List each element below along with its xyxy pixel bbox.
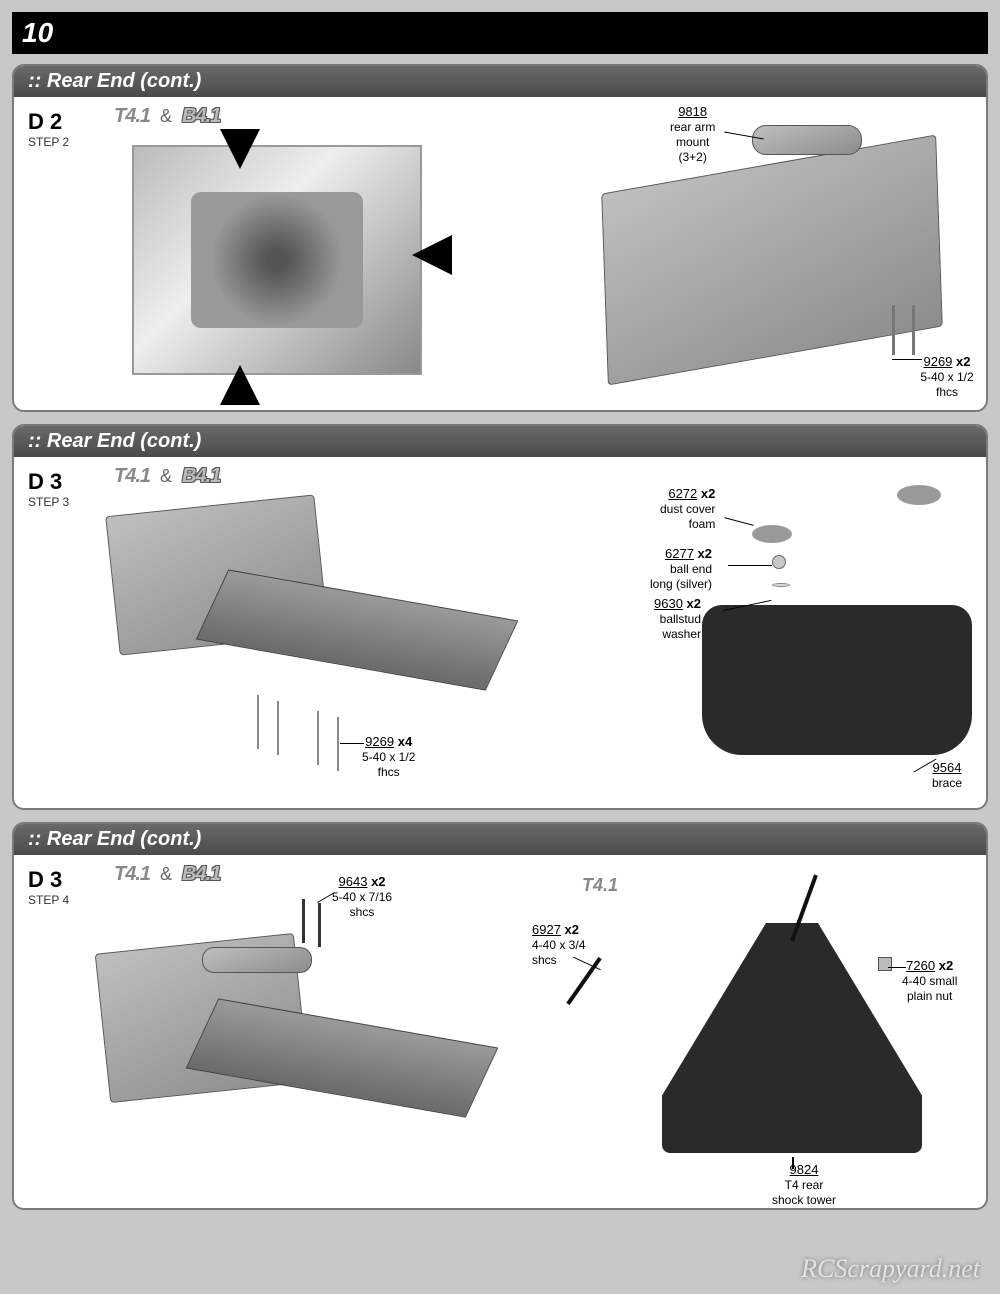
step-code: D 3: [28, 867, 96, 893]
model-badge-t-small: T4.1: [582, 875, 618, 896]
callout-line: [892, 359, 922, 360]
section-title: :: Rear End (cont.): [14, 66, 986, 97]
rear-arm-mount-illustration: [752, 125, 862, 155]
callout-line: [728, 565, 772, 566]
callout-line: [792, 1157, 794, 1169]
part-qty: x4: [398, 734, 412, 749]
part-number: 6277: [665, 546, 694, 561]
step-label: STEP 3: [28, 495, 96, 509]
part-desc: ballstudwasher: [660, 612, 701, 641]
suspension-arms-illustration: [186, 998, 499, 1117]
step-code: D 3: [28, 469, 96, 495]
section-d3-step4: :: Rear End (cont.) D 3 STEP 4 T4.1 & B4…: [12, 822, 988, 1210]
callout-7260: 7260 x2 4-40 smallplain nut: [902, 959, 957, 1004]
part-qty: x2: [687, 596, 701, 611]
part-desc: brace: [932, 776, 962, 790]
callout-9643: 9643 x2 5-40 x 7/16shcs: [332, 875, 392, 920]
callout-9630: 9630 x2 ballstudwasher: [654, 597, 701, 642]
arrow-icon: [412, 235, 452, 275]
arrow-icon: [220, 365, 260, 405]
callout-9564: 9564 brace: [932, 761, 962, 791]
part-desc: T4 rearshock tower: [772, 1178, 836, 1207]
step-box: D 3 STEP 4: [22, 863, 102, 1143]
part-number: 7260: [906, 958, 935, 973]
foam-disc-illustration: [897, 485, 941, 505]
part-desc: 5-40 x 1/2fhcs: [362, 750, 415, 779]
callout-9269: 9269 x4 5-40 x 1/2fhcs: [362, 735, 415, 780]
arrow-icon: [220, 129, 260, 169]
callout-line: [888, 967, 906, 968]
screw-illustration: [892, 305, 895, 355]
watermark-text: RCScrapyard.net: [801, 1254, 980, 1284]
part-desc: rear armmount(3+2): [670, 120, 715, 164]
part-qty: x2: [698, 546, 712, 561]
callout-line: [724, 517, 753, 526]
part-qty: x2: [956, 354, 970, 369]
part-desc: 4-40 smallplain nut: [902, 974, 957, 1003]
callout-6272: 6272 x2 dust coverfoam: [660, 487, 715, 532]
part-number: 9269: [365, 734, 394, 749]
assembly-photo: [132, 145, 422, 375]
suspension-arms-illustration: [196, 569, 519, 690]
callout-9824: 9824 T4 rearshock tower: [772, 1163, 836, 1208]
washer-illustration: [772, 583, 790, 587]
part-number: 9269: [923, 354, 952, 369]
section-d2: :: Rear End (cont.) D 2 STEP 2 T4.1 & B4…: [12, 64, 988, 412]
part-desc: ball endlong (silver): [650, 562, 712, 591]
section-title: :: Rear End (cont.): [14, 824, 986, 855]
diagram-d3s3: 9269 x4 5-40 x 1/2fhcs 6272 x2 dust cove…: [102, 465, 978, 745]
step-label: STEP 2: [28, 135, 96, 149]
step-box: D 2 STEP 2: [22, 105, 102, 385]
callout-6277: 6277 x2 ball endlong (silver): [650, 547, 712, 592]
callout-line: [340, 743, 364, 744]
screw-illustration: [337, 717, 339, 771]
nut-illustration: [878, 957, 892, 971]
part-desc: 5-40 x 7/16shcs: [332, 890, 392, 919]
part-qty: x2: [565, 922, 579, 937]
step-label: STEP 4: [28, 893, 96, 907]
part-desc: dust coverfoam: [660, 502, 715, 531]
screw-illustration: [912, 305, 915, 355]
foam-disc-illustration: [752, 525, 792, 543]
part-number: 9564: [933, 760, 962, 775]
part-desc: 4-40 x 3/4shcs: [532, 938, 585, 967]
section-d3-step3: :: Rear End (cont.) D 3 STEP 3 T4.1 & B4…: [12, 424, 988, 810]
part-qty: x2: [939, 958, 953, 973]
page-number: 10: [22, 17, 53, 49]
callout-9818: 9818 rear armmount(3+2): [670, 105, 715, 165]
screw-illustration: [257, 695, 259, 749]
part-number: 9818: [678, 104, 707, 119]
mount-bracket-illustration: [202, 947, 312, 973]
ball-end-illustration: [772, 555, 786, 569]
screw-illustration: [317, 711, 319, 765]
part-qty: x2: [701, 486, 715, 501]
part-number: 9630: [654, 596, 683, 611]
part-qty: x2: [371, 874, 385, 889]
section-title: :: Rear End (cont.): [14, 426, 986, 457]
brace-illustration: [702, 605, 972, 755]
part-number: 6927: [532, 922, 561, 937]
part-number: 6272: [668, 486, 697, 501]
diagram-d2: 9818 rear armmount(3+2) 9269 x2 5-40 x 1…: [102, 105, 978, 385]
step-box: D 3 STEP 3: [22, 465, 102, 745]
part-number: 9643: [339, 874, 368, 889]
part-desc: 5-40 x 1/2fhcs: [920, 370, 973, 399]
screw-illustration: [318, 903, 321, 947]
callout-6927: 6927 x2 4-40 x 3/4shcs: [532, 923, 585, 968]
diagram-d3s4: 9643 x2 5-40 x 7/16shcs T4.1 6927 x2 4-4…: [102, 863, 978, 1143]
screw-illustration: [302, 899, 305, 943]
page-number-header: 10: [12, 12, 988, 54]
screw-illustration: [277, 701, 279, 755]
step-code: D 2: [28, 109, 96, 135]
callout-9269: 9269 x2 5-40 x 1/2fhcs: [902, 355, 988, 400]
